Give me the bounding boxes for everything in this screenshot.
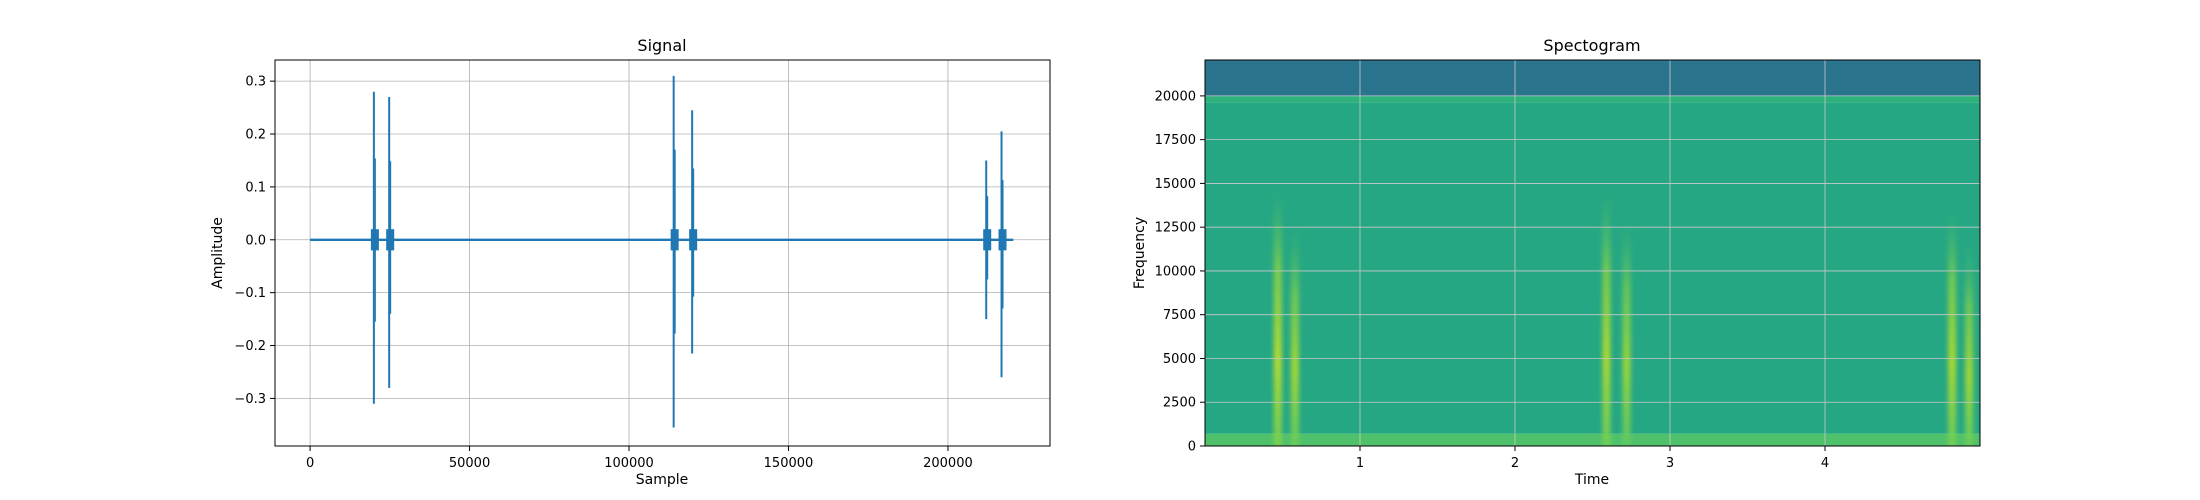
spectrogram-y-tick-label: 20000 xyxy=(1155,89,1196,104)
spectrogram-band xyxy=(1205,95,1980,103)
signal-plot-frame xyxy=(274,59,1051,447)
signal-spike-burst xyxy=(670,229,679,251)
signal-x-tick-label: 0 xyxy=(306,456,314,471)
spectrogram-event-streak xyxy=(1273,192,1282,446)
spectrogram-event-streak xyxy=(1622,218,1631,446)
spectrogram-event-streak xyxy=(1602,192,1611,446)
spectrogram-image xyxy=(1205,60,1980,446)
signal-x-tick-label: 50000 xyxy=(449,456,490,471)
spectrogram-grid xyxy=(1205,60,1980,446)
spectrogram-event-streak xyxy=(1965,244,1974,446)
spectrogram-y-tick-label: 5000 xyxy=(1163,352,1196,367)
signal-x-ticks: 0 50000 100000 150000 200000 xyxy=(306,446,973,471)
spectrogram-x-tick-label: 1 xyxy=(1356,456,1364,471)
spectrogram-x-tick-label: 4 xyxy=(1821,456,1829,471)
signal-spike-burst xyxy=(689,229,698,251)
signal-y-tick-label: −0.1 xyxy=(234,286,266,301)
spectrogram-y-tick-label: 7500 xyxy=(1163,308,1196,323)
signal-spike-burst xyxy=(386,229,395,251)
spectrogram-y-tick-label: 0 xyxy=(1188,440,1196,455)
spectrogram-y-tick-label: 17500 xyxy=(1155,133,1196,148)
signal-x-axis-label: Sample xyxy=(636,472,689,488)
signal-spike-burst xyxy=(370,229,379,251)
spectrogram-title: Spectogram xyxy=(1543,36,1640,55)
signal-trace xyxy=(310,75,1014,428)
spectrogram-y-tick-label: 12500 xyxy=(1155,221,1196,236)
signal-spike-burst xyxy=(998,229,1007,251)
spectrogram-x-tick-label: 3 xyxy=(1666,456,1674,471)
signal-x-tick-label: 100000 xyxy=(604,456,654,471)
spectrogram-x-ticks: 1 2 3 4 xyxy=(1356,446,1829,471)
spectrogram-x-tick-label: 2 xyxy=(1511,456,1519,471)
signal-y-tick-label: 0.2 xyxy=(245,128,266,143)
spectrogram-band xyxy=(1205,60,1980,96)
spectrogram-subplot: Spectogram 1 2 3 4 0 2500 5000 7500 10000 12500 1… xyxy=(1132,36,1981,488)
signal-y-ticks: −0.3 −0.2 −0.1 0.0 0.1 0.2 0.3 xyxy=(234,75,275,407)
signal-y-tick-label: 0.3 xyxy=(245,75,266,90)
spectrogram-band xyxy=(1205,102,1980,434)
signal-spike-burst xyxy=(983,229,992,251)
signal-y-tick-label: 0.1 xyxy=(245,180,266,195)
spectrogram-y-axis-label: Frequency xyxy=(1132,217,1148,289)
spectrogram-y-tick-label: 10000 xyxy=(1155,264,1196,279)
signal-y-tick-label: 0.0 xyxy=(245,233,266,248)
signal-plot-background xyxy=(275,60,1050,446)
spectrogram-event-streak xyxy=(1948,209,1957,446)
signal-y-axis-label: Amplitude xyxy=(210,217,226,289)
signal-y-tick-label: −0.2 xyxy=(234,339,266,354)
spectrogram-y-tick-label: 15000 xyxy=(1155,177,1196,192)
signal-x-tick-label: 150000 xyxy=(764,456,814,471)
spectrogram-band xyxy=(1205,433,1980,446)
signal-y-tick-label: −0.3 xyxy=(234,392,266,407)
spectrogram-plot-frame xyxy=(1204,59,1981,447)
signal-title: Signal xyxy=(637,36,686,55)
spectrogram-y-tick-label: 2500 xyxy=(1163,396,1196,411)
spectrogram-event-streak xyxy=(1290,227,1299,446)
signal-x-tick-label: 200000 xyxy=(923,456,973,471)
spectrogram-y-ticks: 0 2500 5000 7500 10000 12500 15000 17500 20000 xyxy=(1155,89,1205,455)
signal-subplot: Signal 0 50000 100000 150000 200000 −0.3 −0.2… xyxy=(210,36,1051,488)
spectrogram-x-axis-label: Time xyxy=(1574,472,1609,488)
